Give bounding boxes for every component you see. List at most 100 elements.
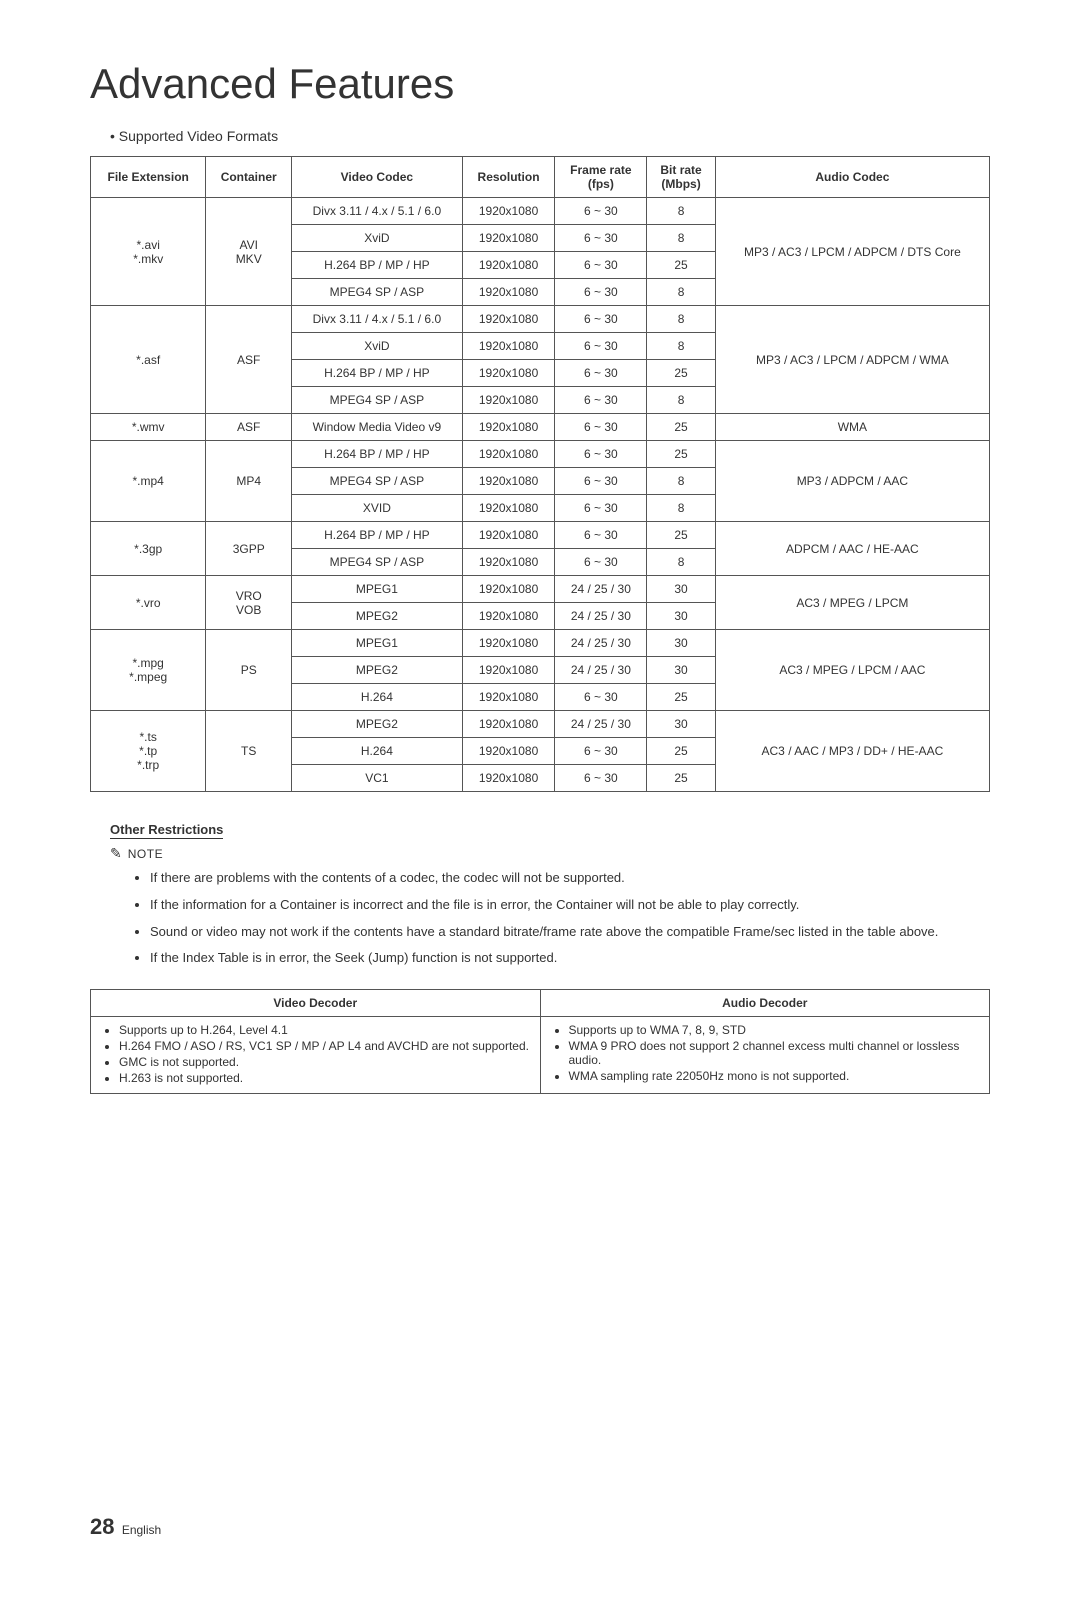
cell-br: 30 [647,711,715,738]
cell-br: 25 [647,684,715,711]
cell-fps: 6 ~ 30 [555,306,647,333]
cell-ext: *.mpg*.mpeg [91,630,206,711]
cell-codec: XVID [292,495,463,522]
cell-br: 30 [647,603,715,630]
cell-br: 8 [647,333,715,360]
cell-fps: 24 / 25 / 30 [555,603,647,630]
cell-ext: *.asf [91,306,206,414]
cell-fps: 24 / 25 / 30 [555,630,647,657]
cell-codec: Divx 3.11 / 4.x / 5.1 / 6.0 [292,198,463,225]
decoder-table: Video Decoder Audio Decoder Supports up … [90,989,990,1094]
cell-br: 30 [647,630,715,657]
cell-container: PS [206,630,292,711]
decoder-header-audio: Audio Decoder [540,990,990,1017]
cell-container: 3GPP [206,522,292,576]
cell-codec: MPEG2 [292,711,463,738]
page-lang: English [122,1523,161,1537]
cell-audio: WMA [715,414,989,441]
cell-res: 1920x1080 [462,198,555,225]
cell-codec: XviD [292,225,463,252]
cell-container: TS [206,711,292,792]
page-title: Advanced Features [90,60,990,108]
cell-codec: MPEG4 SP / ASP [292,468,463,495]
cell-ext: *.3gp [91,522,206,576]
decoder-video-item: Supports up to H.264, Level 4.1 [119,1023,530,1037]
decoder-audio-item: WMA sampling rate 22050Hz mono is not su… [569,1069,980,1083]
cell-codec: H.264 [292,738,463,765]
cell-codec: H.264 BP / MP / HP [292,252,463,279]
format-header: Video Codec [292,157,463,198]
cell-br: 25 [647,360,715,387]
cell-codec: MPEG4 SP / ASP [292,387,463,414]
format-header: Container [206,157,292,198]
format-header: Frame rate(fps) [555,157,647,198]
cell-codec: H.264 BP / MP / HP [292,360,463,387]
table-row: *.mpg*.mpegPSMPEG11920x108024 / 25 / 303… [91,630,990,657]
cell-container: ASF [206,414,292,441]
table-row: *.ts*.tp*.trpTSMPEG21920x108024 / 25 / 3… [91,711,990,738]
format-header: Bit rate(Mbps) [647,157,715,198]
format-table: File ExtensionContainerVideo CodecResolu… [90,156,990,792]
cell-fps: 6 ~ 30 [555,333,647,360]
cell-res: 1920x1080 [462,549,555,576]
cell-codec: H.264 [292,684,463,711]
cell-fps: 6 ~ 30 [555,225,647,252]
note-row: ✎ NOTE [110,845,990,862]
cell-res: 1920x1080 [462,495,555,522]
cell-codec: H.264 BP / MP / HP [292,522,463,549]
cell-fps: 6 ~ 30 [555,279,647,306]
note-item: Sound or video may not work if the conte… [150,922,990,943]
table-row: *.asfASFDivx 3.11 / 4.x / 5.1 / 6.01920x… [91,306,990,333]
format-header: File Extension [91,157,206,198]
cell-res: 1920x1080 [462,333,555,360]
cell-fps: 24 / 25 / 30 [555,657,647,684]
cell-res: 1920x1080 [462,657,555,684]
table-row: *.mp4MP4H.264 BP / MP / HP1920x10806 ~ 3… [91,441,990,468]
cell-codec: MPEG1 [292,630,463,657]
cell-res: 1920x1080 [462,630,555,657]
cell-fps: 6 ~ 30 [555,468,647,495]
lead-bullet: Supported Video Formats [110,128,990,144]
cell-br: 8 [647,306,715,333]
table-row: *.wmvASFWindow Media Video v91920x10806 … [91,414,990,441]
decoder-video-item: H.263 is not supported. [119,1071,530,1085]
cell-fps: 6 ~ 30 [555,387,647,414]
cell-res: 1920x1080 [462,522,555,549]
note-icon: ✎ [110,845,122,862]
cell-br: 8 [647,387,715,414]
notes-list: If there are problems with the contents … [150,868,990,969]
cell-res: 1920x1080 [462,765,555,792]
cell-br: 8 [647,495,715,522]
cell-br: 8 [647,225,715,252]
cell-res: 1920x1080 [462,414,555,441]
cell-br: 25 [647,738,715,765]
cell-audio: AC3 / AAC / MP3 / DD+ / HE-AAC [715,711,989,792]
cell-fps: 24 / 25 / 30 [555,576,647,603]
format-header: Resolution [462,157,555,198]
cell-codec: Divx 3.11 / 4.x / 5.1 / 6.0 [292,306,463,333]
cell-fps: 6 ~ 30 [555,684,647,711]
cell-br: 25 [647,252,715,279]
decoder-audio-item: WMA 9 PRO does not support 2 channel exc… [569,1039,980,1067]
decoder-audio-item: Supports up to WMA 7, 8, 9, STD [569,1023,980,1037]
cell-ext: *.wmv [91,414,206,441]
cell-audio: MP3 / AC3 / LPCM / ADPCM / WMA [715,306,989,414]
cell-codec: XviD [292,333,463,360]
cell-br: 25 [647,765,715,792]
cell-fps: 6 ~ 30 [555,252,647,279]
cell-br: 8 [647,468,715,495]
cell-br: 25 [647,414,715,441]
cell-codec: H.264 BP / MP / HP [292,441,463,468]
cell-codec: MPEG2 [292,657,463,684]
cell-codec: Window Media Video v9 [292,414,463,441]
decoder-header-video: Video Decoder [91,990,541,1017]
cell-res: 1920x1080 [462,225,555,252]
cell-res: 1920x1080 [462,441,555,468]
cell-container: VROVOB [206,576,292,630]
cell-audio: MP3 / ADPCM / AAC [715,441,989,522]
cell-audio: AC3 / MPEG / LPCM [715,576,989,630]
note-item: If there are problems with the contents … [150,868,990,889]
cell-ext: *.mp4 [91,441,206,522]
cell-container: ASF [206,306,292,414]
table-row: *.3gp3GPPH.264 BP / MP / HP1920x10806 ~ … [91,522,990,549]
